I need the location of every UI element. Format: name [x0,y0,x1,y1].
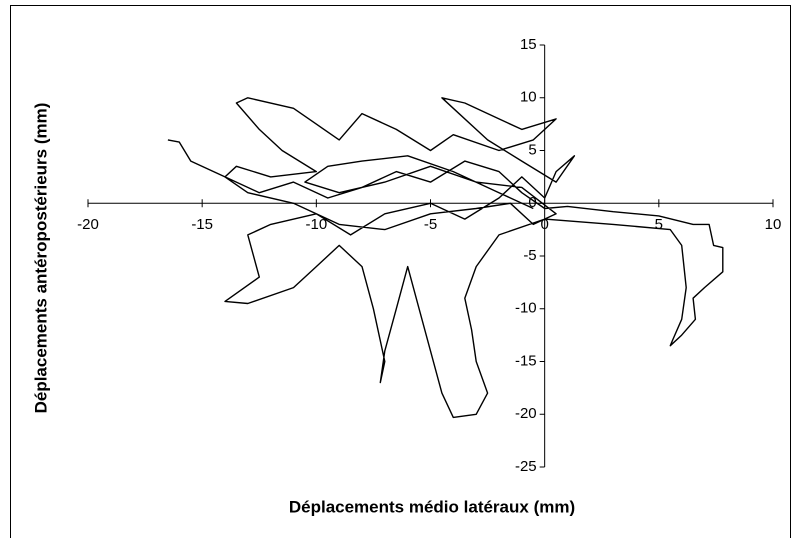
y-tick-label: -5 [523,247,536,264]
x-tick-label: 0 [540,216,548,233]
trajectory-line [167,97,724,419]
x-tick-label: -20 [77,216,99,233]
y-tick-label: 5 [528,141,536,158]
y-tick-label: -25 [515,458,537,475]
x-tick-label: 10 [765,216,782,233]
x-tick-label: -5 [424,216,437,233]
y-tick-label: 15 [520,36,537,53]
x-tick-label: -10 [305,216,327,233]
y-tick-label: -15 [515,352,537,369]
chart-frame [10,5,791,538]
y-tick-label: 10 [520,89,537,106]
y-axis-title: Déplacements antéropostérieurs (mm) [31,103,50,414]
x-tick-label: -15 [191,216,213,233]
y-tick-label: -20 [515,405,537,422]
x-axis-title: Déplacements médio latéraux (mm) [289,497,575,516]
y-tick-label: 0 [528,194,536,211]
x-tick-label: 5 [655,216,663,233]
y-tick-label: -10 [515,300,537,317]
